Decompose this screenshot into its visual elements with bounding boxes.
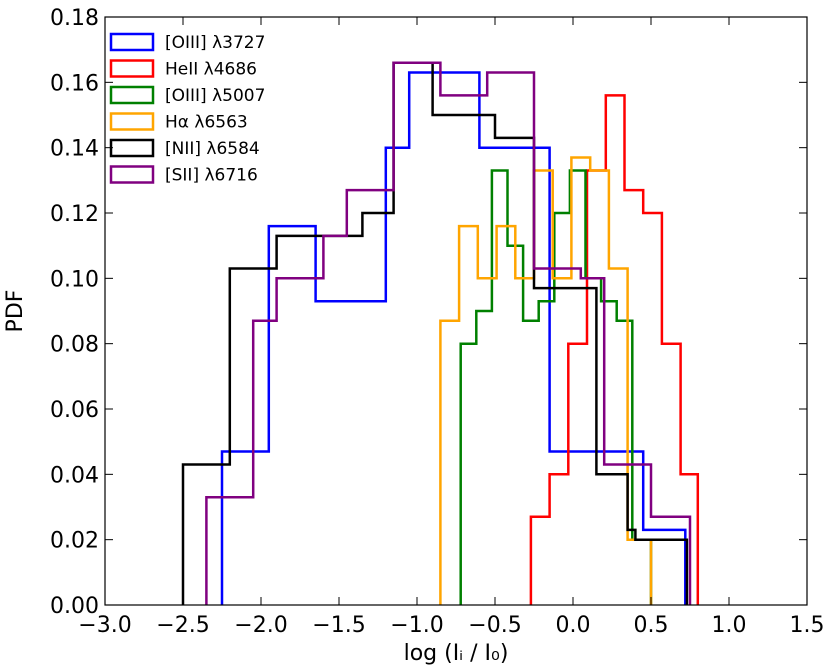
x-tick-label: 0.5 — [634, 613, 669, 638]
series-1-histogram — [529, 94, 700, 605]
legend: [OIII] λ3727 HeII λ4686 [OIII] λ5007 Hα λ65… — [109, 32, 265, 186]
series-4-histogram — [181, 61, 689, 605]
legend-swatch-2 — [109, 85, 155, 105]
legend-label-0: [OIII] λ3727 — [165, 33, 265, 53]
plot-frame — [104, 16, 808, 606]
y-tick-label: 0.00 — [50, 594, 99, 619]
legend-label-5: [SII] λ6716 — [165, 166, 258, 186]
series-5-histogram — [205, 61, 692, 605]
y-tick-label: 0.06 — [50, 398, 99, 423]
y-tick-label: 0.04 — [50, 463, 99, 488]
x-tick-label: −2.0 — [234, 613, 287, 638]
legend-label-1: HeII λ4686 — [165, 60, 257, 80]
legend-label-2: [OIII] λ5007 — [165, 86, 265, 106]
legend-swatch-0 — [109, 32, 155, 52]
x-axis: −3.0 −2.5 −2.0 −1.5 −1.0 −0.5 0.0 0.5 1.0 1.5 — [78, 17, 825, 638]
legend-swatch-1 — [109, 59, 155, 78]
legend-label-4: [NII] λ6584 — [165, 139, 260, 159]
y-tick-label: 0.08 — [50, 333, 99, 358]
legend-label-3: Hα λ6563 — [165, 113, 248, 133]
y-tick-label: 0.12 — [50, 202, 99, 227]
x-tick-label: −0.5 — [468, 613, 521, 638]
x-tick-label: −1.0 — [390, 613, 443, 638]
series-layer — [181, 61, 700, 605]
y-axis: 0.00 0.02 0.04 0.06 0.08 0.10 0.12 0.14 0.16 0.18 — [50, 6, 807, 619]
x-tick-label: −3.0 — [78, 613, 131, 638]
y-tick-label: 0.16 — [50, 71, 99, 96]
x-axis-title: log (Iᵢ / I₀) — [404, 641, 509, 666]
series-2-histogram — [459, 169, 653, 605]
y-tick-label: 0.18 — [50, 6, 99, 31]
x-tick-label: −1.5 — [312, 613, 365, 638]
x-tick-label: 1.5 — [790, 613, 825, 638]
series-0-histogram — [220, 71, 687, 605]
y-tick-label: 0.10 — [50, 267, 99, 292]
y-tick-label: 0.02 — [50, 529, 99, 554]
y-axis-title: PDF — [3, 290, 28, 333]
legend-swatch-5 — [109, 165, 155, 184]
legend-swatch-3 — [109, 112, 155, 131]
x-tick-label: 1.0 — [712, 613, 747, 638]
x-tick-label: 0.0 — [556, 613, 591, 638]
x-tick-label: −2.5 — [156, 613, 209, 638]
y-tick-label: 0.14 — [50, 137, 99, 162]
legend-swatch-4 — [109, 138, 155, 158]
series-3-histogram — [439, 156, 653, 605]
